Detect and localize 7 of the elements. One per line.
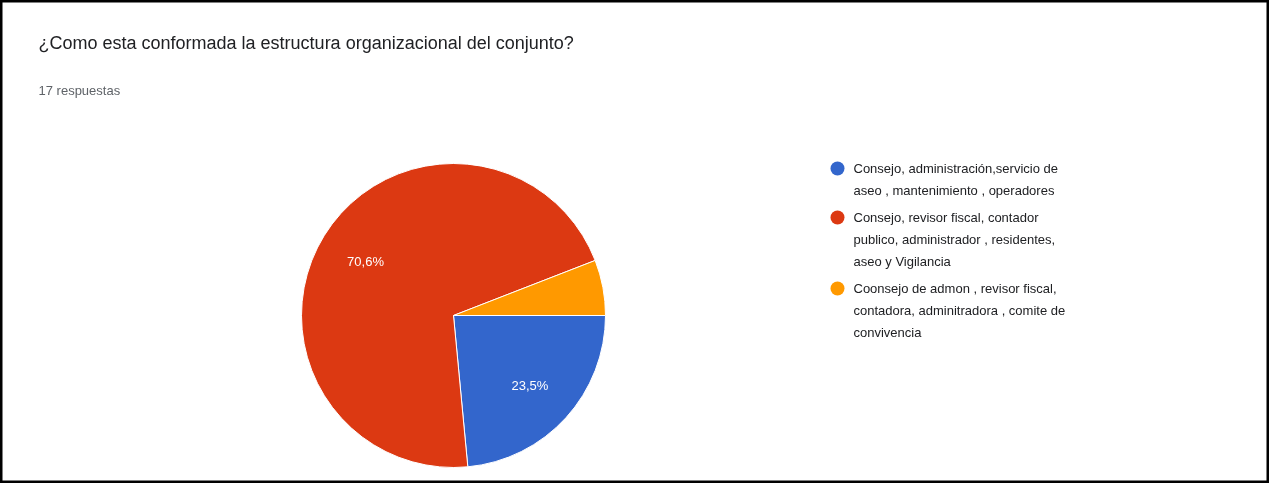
data-label: 70,6% [347,253,385,269]
data-label: 23,5% [511,377,549,393]
chart-title: ¿Como esta conformada la estructura organizacional del conjunto? [38,32,574,53]
text: 17 respuestas [38,83,121,98]
legend-label: Coonsejo de admon , revisor fiscal, contadora, adminitradora , comite de convivencia [853,281,1066,340]
legend-label: Consejo, administración,servicio de aseo , mantenimiento , operadores [853,161,1058,198]
legend-label: Consejo, revisor fiscal, contador publico, administrador , residentes, aseo y Vigilancia [853,210,1056,269]
